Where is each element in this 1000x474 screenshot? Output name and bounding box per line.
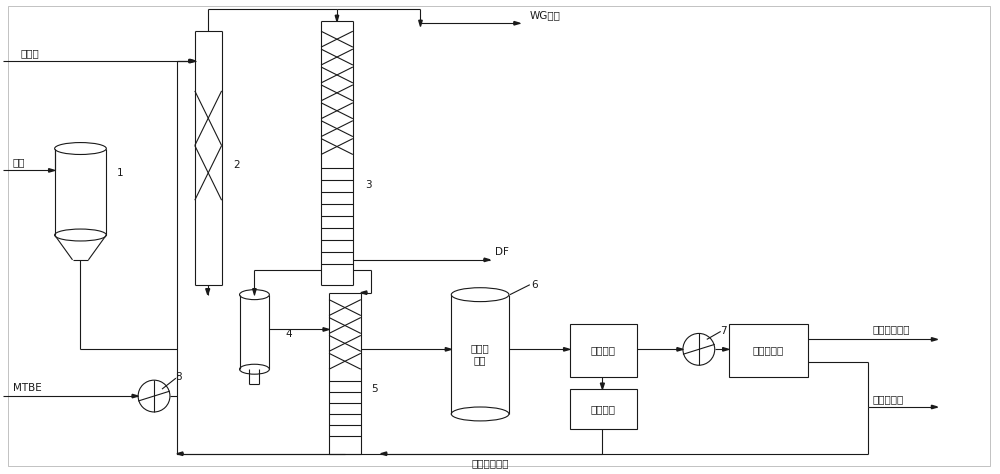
Text: 冷却吸收: 冷却吸收 [591, 346, 616, 356]
FancyArrow shape [323, 328, 329, 331]
FancyArrow shape [931, 405, 937, 409]
FancyArrow shape [206, 289, 210, 295]
Text: 异丁烯分离: 异丁烯分离 [753, 346, 784, 356]
FancyArrow shape [361, 291, 367, 294]
FancyArrow shape [189, 59, 195, 63]
Text: 4: 4 [286, 329, 293, 339]
FancyArrow shape [723, 347, 729, 351]
FancyArrow shape [177, 452, 183, 456]
FancyArrow shape [49, 169, 55, 172]
Text: 2: 2 [233, 160, 240, 171]
FancyArrow shape [132, 394, 138, 398]
FancyArrow shape [514, 21, 520, 25]
Text: 异成二烯产品: 异成二烯产品 [873, 325, 910, 335]
Text: DF: DF [495, 247, 509, 257]
Text: 异辛醇: 异辛醇 [21, 48, 40, 58]
Text: 甲醇分离: 甲醇分离 [591, 404, 616, 414]
Bar [729, 325, 808, 377]
FancyArrow shape [564, 347, 570, 351]
Text: 异丁烯循环: 异丁烯循环 [873, 394, 904, 404]
Text: 8: 8 [176, 372, 182, 382]
Text: WG处理: WG处理 [530, 10, 561, 20]
FancyArrow shape [445, 347, 451, 351]
Text: 循环至氧化器: 循环至氧化器 [471, 459, 509, 469]
Text: 5: 5 [371, 384, 378, 394]
Bar [570, 389, 637, 429]
FancyArrow shape [190, 59, 196, 63]
Text: 甲醇: 甲醇 [13, 157, 25, 167]
Text: 1: 1 [117, 168, 124, 178]
FancyArrow shape [484, 258, 490, 262]
Bar [570, 325, 637, 377]
Text: 流化床
反应: 流化床 反应 [471, 344, 489, 365]
Text: MTBE: MTBE [13, 383, 42, 393]
FancyArrow shape [931, 337, 937, 341]
FancyArrow shape [600, 383, 604, 389]
Text: 3: 3 [365, 180, 372, 190]
FancyArrow shape [419, 20, 422, 26]
FancyArrow shape [677, 347, 683, 351]
FancyArrow shape [253, 289, 256, 295]
Text: 6: 6 [531, 280, 538, 290]
Text: 7: 7 [720, 327, 727, 337]
FancyArrow shape [381, 452, 387, 456]
FancyArrow shape [335, 15, 339, 21]
